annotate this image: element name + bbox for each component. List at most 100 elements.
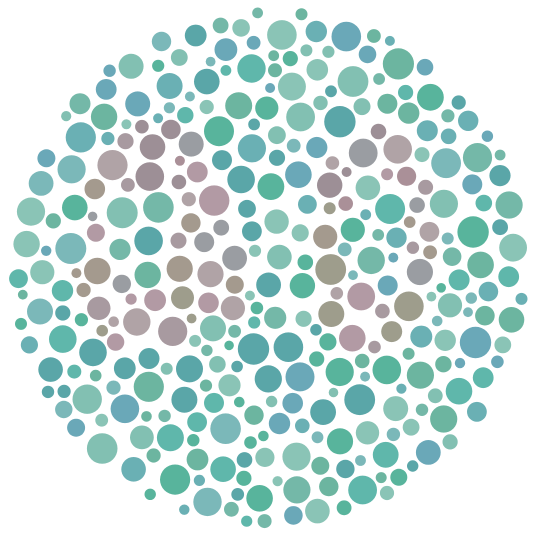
figure-dot <box>347 282 376 311</box>
background-dot <box>227 165 255 194</box>
background-dot <box>298 195 317 214</box>
background-dot <box>283 476 311 504</box>
background-dot <box>194 68 220 95</box>
figure-dot <box>135 119 149 134</box>
background-dot <box>13 230 40 258</box>
background-dot <box>15 317 27 330</box>
background-dot <box>151 31 172 52</box>
background-dot <box>72 384 102 414</box>
background-dot <box>160 464 191 495</box>
figure-dot <box>108 316 119 328</box>
background-dot <box>415 440 441 465</box>
background-dot <box>67 418 86 437</box>
background-dot <box>337 242 352 257</box>
figure-dot <box>171 286 194 310</box>
background-dot <box>297 254 314 271</box>
figure-dot <box>394 291 424 322</box>
background-dot <box>218 374 241 397</box>
background-dot <box>311 431 324 444</box>
background-dot <box>170 49 188 66</box>
background-dot <box>20 336 38 354</box>
background-dot <box>282 442 311 471</box>
background-dot <box>228 324 242 338</box>
figure-dot <box>158 316 188 346</box>
figure-dot <box>370 123 387 140</box>
background-dot <box>325 85 337 98</box>
background-dot <box>360 209 372 221</box>
background-dot <box>201 344 213 357</box>
background-dot <box>248 316 261 329</box>
background-dot <box>454 357 466 369</box>
background-dot <box>462 174 483 195</box>
background-dot <box>286 102 315 132</box>
figure-dot <box>341 167 352 177</box>
figure-dot <box>323 202 336 215</box>
figure-dot <box>383 135 413 164</box>
background-dot <box>231 488 245 501</box>
background-dot <box>478 281 499 302</box>
background-dot <box>224 340 234 351</box>
background-dot <box>427 388 443 404</box>
background-dot <box>244 405 264 425</box>
background-dot <box>214 38 238 61</box>
background-dot <box>65 122 96 153</box>
figure-dot <box>170 232 187 249</box>
background-dot <box>156 424 184 452</box>
figure-dot <box>409 197 425 213</box>
figure-dot <box>117 133 134 150</box>
background-dot <box>382 48 414 80</box>
background-dot <box>436 283 447 293</box>
background-dot <box>377 93 398 114</box>
background-dot <box>199 379 213 392</box>
background-dot <box>326 428 354 455</box>
background-dot <box>336 459 355 479</box>
figure-dot <box>106 333 125 351</box>
figure-dot <box>406 258 433 286</box>
figure-dot <box>397 166 417 186</box>
background-dot <box>171 386 198 413</box>
background-dot <box>61 111 72 122</box>
figure-dot <box>423 245 437 260</box>
background-dot <box>495 191 523 219</box>
figure-dot <box>139 134 166 160</box>
background-dot <box>372 441 399 468</box>
background-dot <box>255 447 275 467</box>
background-dot <box>30 260 55 285</box>
background-dot <box>69 93 91 115</box>
background-dot <box>244 436 257 449</box>
background-dot <box>57 384 71 398</box>
background-dot <box>237 54 266 83</box>
background-dot <box>324 106 356 138</box>
background-dot <box>179 504 190 515</box>
background-dot <box>17 289 28 300</box>
background-dot <box>467 401 487 422</box>
background-dot <box>407 460 419 472</box>
figure-dot <box>222 245 248 271</box>
background-dot <box>74 313 88 327</box>
background-dot <box>491 355 504 369</box>
background-dot <box>390 468 408 486</box>
background-dot <box>257 514 272 529</box>
figure-dot <box>213 219 230 236</box>
background-dot <box>406 361 434 389</box>
background-dot <box>319 333 337 351</box>
figure-dot <box>338 196 354 211</box>
background-dot <box>130 425 154 450</box>
background-dot <box>355 455 366 466</box>
background-dot <box>176 355 203 383</box>
background-dot <box>372 229 385 241</box>
background-dot <box>448 269 470 291</box>
background-dot <box>336 500 352 516</box>
background-dot <box>268 63 282 78</box>
background-dot <box>348 270 358 281</box>
figure-dot <box>381 321 403 343</box>
background-dot <box>282 392 304 414</box>
background-dot <box>199 99 214 115</box>
background-dot <box>441 109 455 123</box>
background-dot <box>268 126 286 145</box>
background-dot <box>426 291 437 302</box>
figure-dot <box>171 174 187 190</box>
background-dot <box>348 475 377 505</box>
background-dot <box>344 384 376 416</box>
